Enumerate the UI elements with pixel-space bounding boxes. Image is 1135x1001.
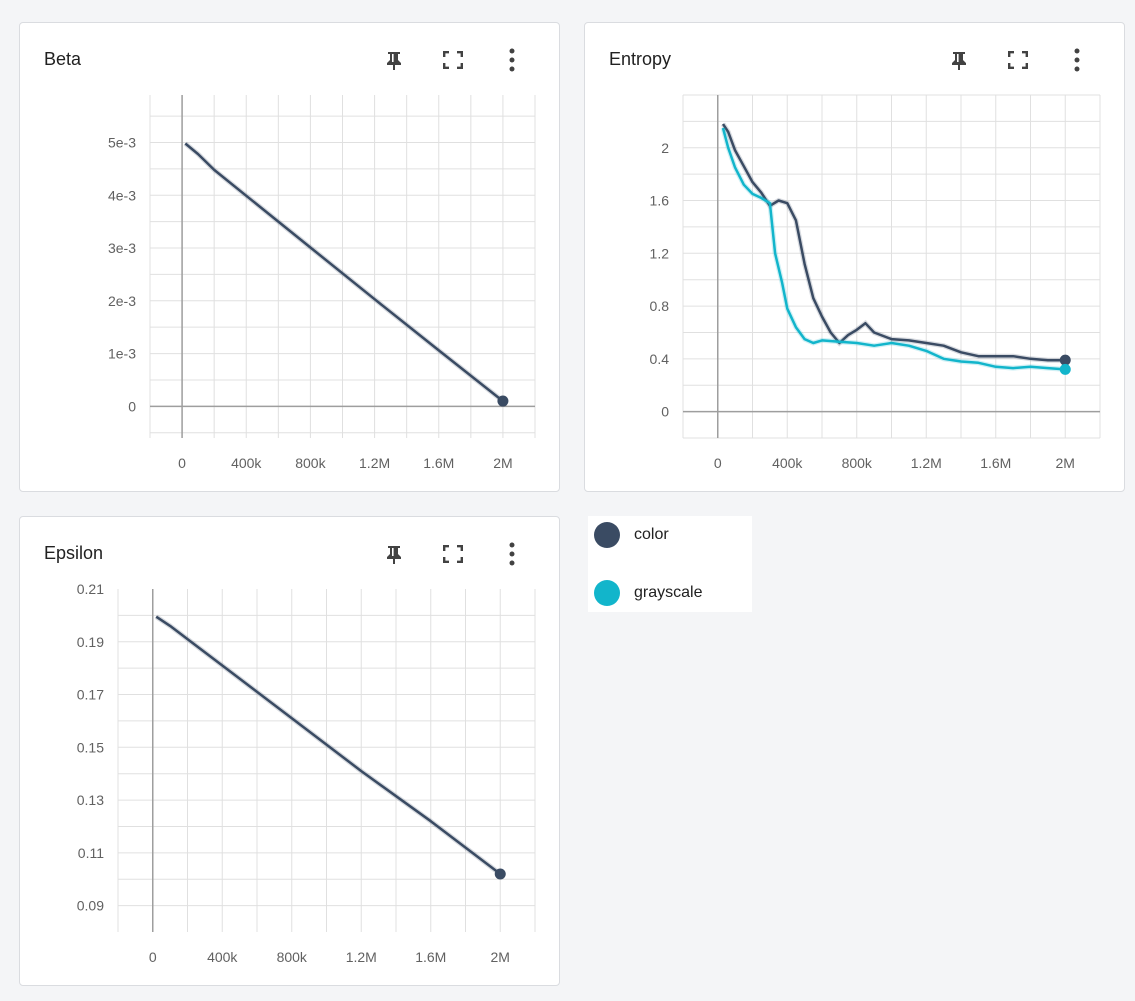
more-vert-icon [1074,48,1079,72]
y-tick-label: 1.2 [650,245,670,261]
more-vert-icon [509,48,514,72]
legend: color grayscale [588,516,752,612]
series-end-point [1059,354,1071,366]
pin-icon [386,52,401,70]
legend-swatch [594,580,620,606]
fullscreen-icon [442,545,463,563]
chart-title: Beta [44,49,82,69]
y-tick-label: 4e-3 [108,187,136,203]
x-tick-label: 1.2M [359,455,390,471]
y-tick-label: 0.19 [77,634,104,650]
x-tick-label: 1.2M [346,949,377,965]
pin-icon [386,546,401,564]
fullscreen-button[interactable] [988,45,1047,75]
x-tick-label: 400k [772,455,803,471]
series-line-color [721,123,1066,362]
x-tick-label: 0 [178,455,186,471]
series-line-color [155,615,502,875]
x-tick-label: 400k [231,455,262,471]
chart-title: Entropy [609,49,672,69]
x-tick-label: 2M [491,949,510,965]
x-tick-label: 1.6M [415,949,446,965]
grid [117,589,536,932]
x-tick-label: 800k [277,949,308,965]
card-toolbar [929,45,1106,75]
grid [682,94,1101,439]
x-tick-label: 800k [842,455,873,471]
y-tick-label: 0.15 [77,739,104,755]
pin-icon [951,52,966,70]
chart-card-beta: Beta 0 400k 800k 1.2M 1.6M 2M 0 1e-3 2e-3 3e-3 4e-… [19,22,560,492]
y-tick-label: 0.17 [77,687,104,703]
y-tick-label: 3e-3 [108,240,136,256]
legend-label: grayscale [634,584,703,601]
legend-item-color[interactable]: color [594,522,669,548]
y-tick-label: 2e-3 [108,293,136,309]
pin-button[interactable] [364,539,423,569]
more-options-button[interactable] [1047,45,1106,75]
x-tick-label: 800k [295,455,326,471]
legend-label: color [634,526,669,543]
fullscreen-icon [442,51,463,69]
y-tick-label: 1e-3 [108,346,136,362]
y-tick-label: 0.21 [77,581,104,597]
entropy-plot: 0 400k 800k 1.2M 1.6M 2M 0 0.4 0.8 1.2 1.6 2 [650,94,1101,471]
legend-item-grayscale[interactable]: grayscale [594,580,702,606]
x-tick-label: 1.6M [980,455,1011,471]
y-tick-label: 2 [661,140,669,156]
x-tick-label: 0 [714,455,722,471]
more-vert-icon [509,542,514,566]
chart-card-entropy: Entropy 0 400k 800k 1.2M 1.6M 2M 0 0.4 0.8 1.2 1.6… [584,22,1125,492]
series-end-point [1059,363,1071,375]
series-line-grayscale [721,127,1066,371]
beta-plot: 0 400k 800k 1.2M 1.6M 2M 0 1e-3 2e-3 3e-3 4e-3 5e-3 [108,95,536,471]
fullscreen-icon [1007,51,1028,69]
fullscreen-button[interactable] [423,45,482,75]
card-toolbar [364,539,541,569]
y-tick-label: 5e-3 [108,134,136,150]
legend-swatch [594,522,620,548]
y-tick-label: 0 [128,398,136,414]
grid [149,95,536,438]
x-tick-label: 400k [207,949,238,965]
series-end-point [497,395,509,407]
series-line-color [184,142,504,403]
x-tick-label: 2M [493,455,512,471]
series-end-point [494,868,506,880]
more-options-button[interactable] [482,45,541,75]
pin-button[interactable] [364,45,423,75]
x-tick-label: 1.6M [423,455,454,471]
y-tick-label: 1.6 [650,193,670,209]
pin-button[interactable] [929,45,988,75]
y-tick-label: 0.09 [77,898,104,914]
x-tick-label: 2M [1056,455,1075,471]
y-tick-label: 0.11 [78,845,104,861]
fullscreen-button[interactable] [423,539,482,569]
y-tick-label: 0.4 [650,351,670,367]
more-options-button[interactable] [482,539,541,569]
card-toolbar [364,45,541,75]
chart-card-epsilon: Epsilon 0 400k 800k 1.2M 1.6M 2M 0.09 0.11 0.13 0… [19,516,560,986]
y-tick-label: 0 [661,404,669,420]
y-tick-label: 0.13 [77,792,104,808]
x-tick-label: 0 [149,949,157,965]
chart-title: Epsilon [44,543,104,563]
x-tick-label: 1.2M [911,455,942,471]
y-tick-label: 0.8 [650,298,670,314]
epsilon-plot: 0 400k 800k 1.2M 1.6M 2M 0.09 0.11 0.13 0.15 0.17 0… [77,581,536,965]
